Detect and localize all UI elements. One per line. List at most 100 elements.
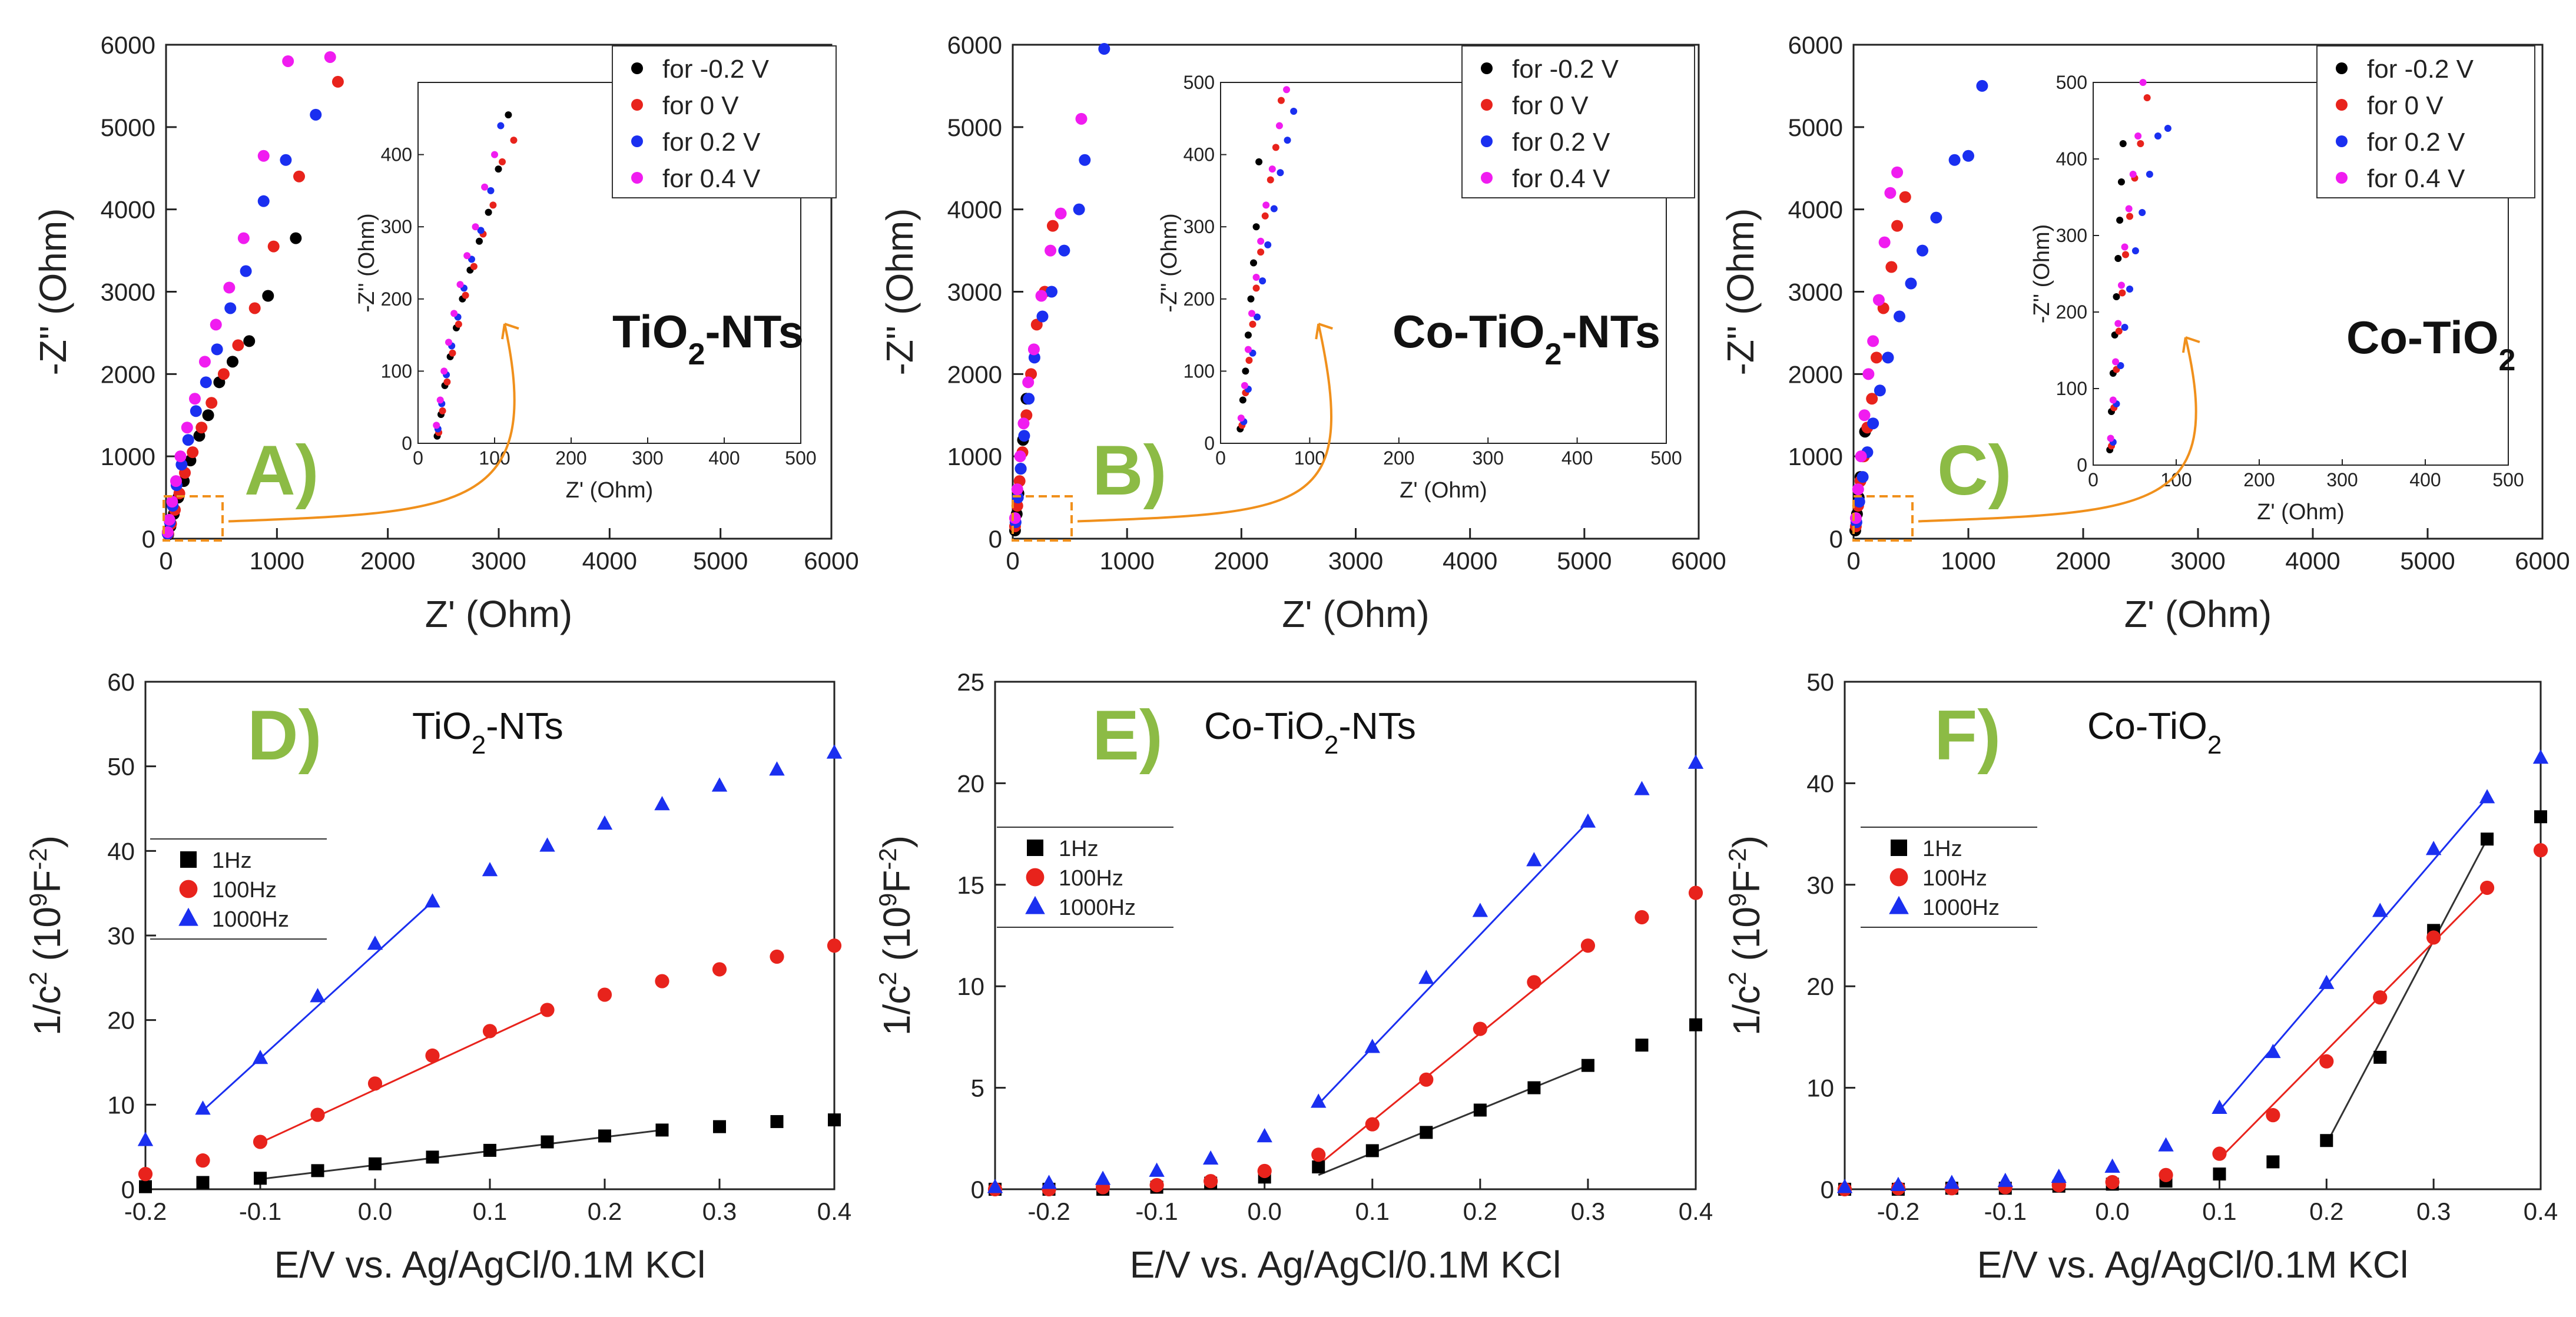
data-point (1874, 384, 1886, 397)
zoom-arrowhead (2182, 336, 2200, 353)
x-tick-label: 0.1 (473, 1197, 507, 1225)
inset-data-point (463, 252, 471, 260)
inset-data-point (1248, 310, 1255, 317)
data-point (331, 75, 344, 88)
data-point (769, 761, 785, 776)
fit-line (1318, 1064, 1589, 1176)
data-point (1635, 910, 1649, 925)
data-point (1015, 463, 1027, 475)
data-point (1899, 191, 1911, 203)
inset-data-point (455, 320, 462, 328)
y-axis-label: 1/c2 (109F-2) (874, 835, 919, 1036)
y-tick-label: 0 (989, 525, 1002, 553)
y-tick-label: 40 (107, 837, 135, 865)
inset-data-point (1283, 86, 1291, 94)
legend-label: 1Hz (212, 848, 252, 873)
data-point (257, 150, 270, 162)
x-tick-label: 2000 (360, 547, 415, 575)
inset-data-point (456, 281, 464, 288)
legend-marker (2336, 135, 2348, 147)
fit-line (2219, 797, 2488, 1111)
x-tick-label: 0.2 (588, 1197, 622, 1225)
data-point (1862, 368, 1875, 380)
legend-label: 1000Hz (212, 907, 289, 932)
legend-label: for 0 V (1512, 91, 1589, 120)
inset-y-tick-label: 200 (2056, 301, 2087, 323)
data-point (1312, 1160, 1325, 1174)
y-tick-label: 20 (957, 769, 984, 797)
inset-data-point (481, 183, 489, 191)
inset-data-point (2139, 79, 2147, 86)
y-axis-label: -Z'' (Ohm) (1719, 208, 1762, 376)
legend-marker (2336, 172, 2348, 184)
data-point (243, 335, 256, 347)
data-point (2479, 880, 2495, 895)
inset-data-point (491, 151, 498, 158)
data-point (1867, 335, 1879, 347)
inset-frame (1220, 82, 1667, 444)
x-tick-label: 0.3 (1571, 1197, 1605, 1225)
inset-data-point (2139, 209, 2146, 216)
inset-frame (2093, 82, 2509, 466)
data-point (1905, 277, 1917, 290)
data-point (1948, 154, 1961, 166)
inset-data-point (2113, 293, 2120, 300)
inset-data-point (2109, 396, 2117, 404)
x-tick-label: 4000 (2285, 547, 2340, 575)
zoom-region-box (1012, 495, 1073, 542)
data-point (1419, 1072, 1434, 1087)
data-point (178, 907, 198, 926)
data-point (195, 1100, 211, 1115)
x-tick-label: 0.1 (2202, 1197, 2236, 1225)
inset-data-point (1267, 176, 1274, 184)
inset-data-point (433, 422, 440, 429)
y-tick-label: 1000 (947, 443, 1002, 470)
data-point (174, 450, 187, 463)
legend: for -0.2 V for 0 V for 0.2 V for 0.4 V (612, 45, 837, 198)
inset-x-tick-label: 300 (1473, 447, 1504, 469)
fit-line (2325, 838, 2488, 1145)
inset-data-point (2121, 251, 2129, 258)
inset-data-point (1249, 320, 1256, 328)
data-point (1023, 393, 1035, 405)
x-tick-label: 0 (1006, 547, 1019, 575)
inset-x-tick-label: 400 (1561, 447, 1593, 469)
data-point (217, 368, 230, 380)
inset-data-point (2119, 289, 2126, 297)
data-point (2265, 1043, 2281, 1059)
data-point (1866, 393, 1878, 405)
y-tick-label: 0 (971, 1176, 984, 1203)
data-point (1894, 310, 1905, 323)
data-point (367, 1076, 383, 1091)
inset-y-axis-label: -Z'' (Ohm) (2030, 224, 2054, 324)
data-point (1858, 409, 1871, 422)
y-tick-label: 10 (1806, 1074, 1834, 1102)
data-point (1527, 975, 1541, 990)
data-point (2159, 1167, 2173, 1182)
data-point (1581, 1059, 1594, 1072)
zoom-region-box (163, 495, 224, 542)
data-point (483, 1143, 496, 1157)
data-point (1976, 79, 1988, 92)
panel-letter: F) (1934, 696, 2001, 775)
data-point (1058, 244, 1070, 257)
data-point (654, 796, 670, 811)
data-point (1098, 42, 1110, 55)
inset-data-point (495, 165, 502, 173)
inset-data-point (472, 223, 479, 231)
data-point (2320, 1134, 2333, 1147)
inset-x-axis-label: Z' (Ohm) (2257, 500, 2345, 525)
data-point (2425, 841, 2442, 855)
y-tick-label: 5000 (101, 114, 155, 141)
y-tick-label: 2000 (101, 360, 155, 388)
data-point (190, 405, 202, 417)
data-point (202, 409, 214, 422)
data-point (1885, 261, 1898, 273)
x-tick-label: 0.4 (1679, 1197, 1713, 1225)
y-tick-label: 1000 (101, 443, 155, 470)
data-point (828, 1113, 841, 1127)
data-point (1046, 286, 1058, 298)
data-point (1891, 166, 1904, 178)
data-point (2373, 1050, 2387, 1064)
data-point (1878, 236, 1891, 248)
